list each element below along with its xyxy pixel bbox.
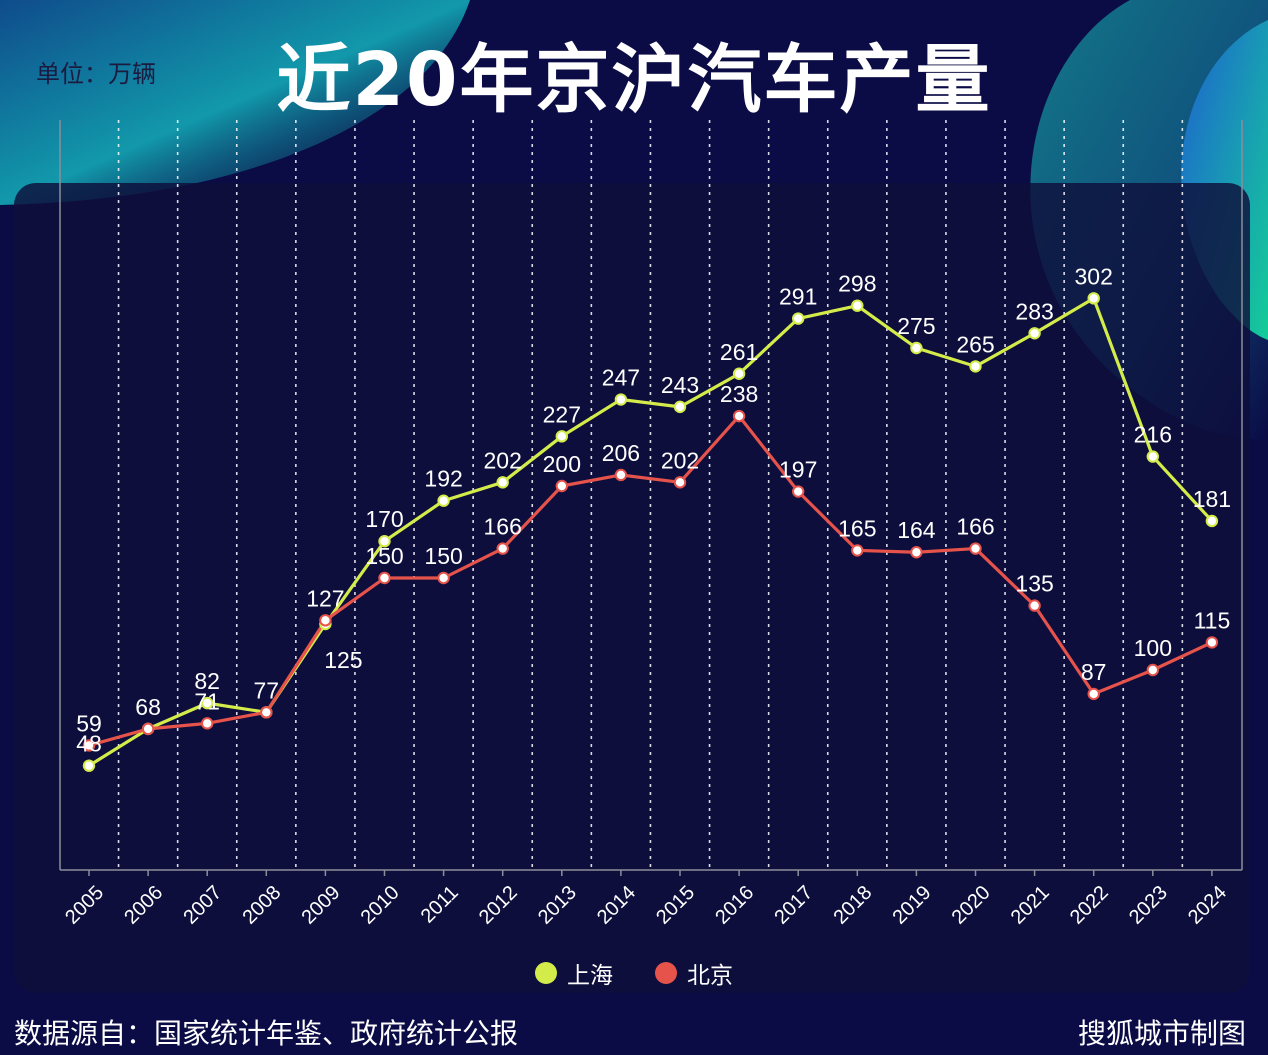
data-point[interactable] — [1146, 663, 1160, 677]
data-label: 197 — [779, 457, 817, 483]
data-labels: 48 68 82 77 125 170 192 202 227 247 243 261 291 298 27… — [76, 263, 1231, 756]
data-point[interactable] — [1028, 599, 1041, 612]
data-label: 202 — [661, 447, 699, 473]
legend-swatch-beijing — [655, 962, 677, 984]
data-label: 165 — [838, 515, 876, 541]
data-point[interactable] — [201, 696, 214, 710]
source-note: 数据源自：国家统计年鉴、政府统计公报 — [14, 1017, 519, 1050]
data-point[interactable] — [673, 476, 687, 489]
data-label: 135 — [1015, 571, 1053, 597]
data-point[interactable] — [732, 367, 746, 380]
data-label: 200 — [543, 451, 581, 477]
data-point[interactable] — [614, 468, 628, 482]
data-label: 77 — [254, 677, 280, 703]
unit-label: 单位：万辆 — [36, 60, 156, 88]
data-label: 100 — [1134, 635, 1172, 661]
data-label: 291 — [779, 284, 817, 310]
data-point[interactable] — [673, 400, 687, 414]
data-point[interactable] — [496, 542, 509, 555]
data-point[interactable] — [555, 479, 568, 493]
data-label: 243 — [661, 372, 699, 398]
data-label: 166 — [484, 514, 522, 540]
data-point[interactable] — [555, 430, 568, 443]
credit-note: 搜狐城市制图 — [1077, 1017, 1246, 1050]
data-label: 127 — [306, 585, 344, 611]
data-label: 59 — [76, 710, 102, 736]
data-label: 87 — [1081, 659, 1107, 685]
data-label: 82 — [194, 668, 220, 694]
data-point[interactable] — [910, 546, 923, 559]
data-point[interactable] — [1087, 687, 1100, 701]
data-label: 227 — [543, 401, 581, 427]
data-label: 261 — [720, 339, 758, 365]
legend: 上海 北京 — [0, 956, 1268, 990]
data-label: 48 — [76, 731, 102, 757]
data-point[interactable] — [378, 571, 391, 585]
data-point[interactable] — [1087, 292, 1100, 305]
data-point[interactable] — [792, 312, 805, 325]
data-label: 170 — [365, 506, 403, 532]
data-point[interactable] — [1205, 514, 1219, 528]
data-label: 192 — [424, 466, 462, 492]
data-point[interactable] — [437, 494, 450, 507]
data-label: 115 — [1194, 607, 1231, 633]
data-label: 150 — [365, 543, 403, 569]
decor-swoosh-topleft — [0, 0, 470, 205]
chart-title: 近20年京沪汽车产量 — [276, 37, 992, 123]
data-point[interactable] — [260, 706, 273, 719]
legend-swatch-shanghai — [535, 962, 557, 984]
data-point[interactable] — [201, 717, 214, 730]
data-point[interactable] — [378, 535, 391, 548]
legend-item-shanghai[interactable]: 上海 — [535, 956, 613, 990]
data-label: 275 — [897, 313, 935, 339]
data-label: 125 — [324, 647, 362, 673]
legend-item-beijing[interactable]: 北京 — [655, 956, 733, 990]
data-point[interactable] — [82, 739, 96, 752]
plot-panel — [14, 183, 1250, 993]
data-point[interactable] — [732, 409, 746, 423]
data-point[interactable] — [969, 360, 982, 373]
data-point[interactable] — [437, 571, 450, 585]
data-point[interactable] — [910, 341, 923, 355]
data-label: 216 — [1134, 422, 1172, 448]
data-point[interactable] — [496, 476, 509, 489]
series-lines — [88, 296, 1214, 768]
data-point[interactable] — [969, 542, 982, 555]
data-point[interactable] — [614, 393, 628, 406]
series-line-beijing — [88, 414, 1213, 747]
data-point[interactable] — [851, 299, 864, 312]
data-point[interactable] — [82, 759, 96, 772]
data-label: 68 — [135, 694, 161, 720]
data-label: 283 — [1015, 298, 1053, 324]
data-label: 71 — [194, 688, 220, 714]
data-label: 298 — [838, 271, 876, 297]
data-point[interactable] — [792, 485, 805, 498]
data-point[interactable] — [1205, 636, 1219, 649]
data-point[interactable] — [851, 544, 864, 557]
data-label: 302 — [1075, 263, 1113, 289]
legend-label-shanghai: 上海 — [567, 963, 613, 989]
gridlines — [117, 120, 1184, 870]
data-point[interactable] — [141, 722, 155, 736]
data-label: 238 — [720, 381, 758, 407]
data-label: 164 — [897, 517, 936, 543]
data-label: 181 — [1193, 486, 1231, 512]
data-label: 265 — [956, 331, 994, 357]
axes — [59, 120, 1243, 871]
data-point[interactable] — [319, 614, 332, 627]
data-point[interactable] — [1146, 450, 1160, 463]
data-label: 166 — [956, 514, 994, 540]
data-label: 150 — [424, 543, 462, 569]
data-point[interactable] — [1028, 327, 1041, 340]
data-label: 206 — [602, 440, 640, 466]
data-label: 247 — [602, 365, 640, 391]
legend-label-beijing: 北京 — [687, 963, 733, 989]
series-points — [82, 292, 1219, 772]
data-label: 202 — [484, 447, 522, 473]
